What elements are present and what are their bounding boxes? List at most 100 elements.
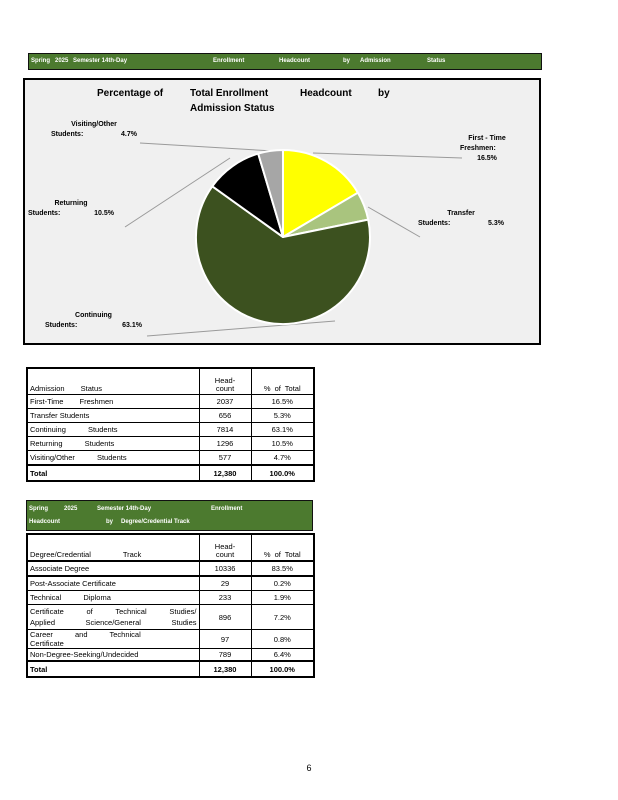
pie-label-value: 5.3% xyxy=(488,220,504,227)
degree-track-header-bar: Spring 2025 Semester 14th-Day Enrollment… xyxy=(26,500,313,531)
cell-label: Total xyxy=(26,464,200,482)
table-header-row: Admission Status Head-count % of Total xyxy=(26,367,315,395)
cell-label: Transfer Students xyxy=(26,408,200,423)
cell-pct: 10.5% xyxy=(250,436,315,451)
table-header-row: Degree/Credential Track Head-count % of … xyxy=(26,533,315,562)
cell-pct: 63.1% xyxy=(250,422,315,437)
cell-headcount: 7814 xyxy=(198,422,252,437)
cell-headcount: 10336 xyxy=(198,560,252,577)
cell-pct: 5.3% xyxy=(250,408,315,423)
header-word: Headcount xyxy=(279,58,311,64)
pie-label-value: 16.5% xyxy=(477,155,497,162)
pie-label-name: Students: xyxy=(28,210,61,217)
pie-label-name: Freshmen: xyxy=(460,145,496,152)
table-row: Transfer Students 656 5.3% xyxy=(26,408,315,423)
admission-status-table: Admission Status Head-count % of Total F… xyxy=(26,367,315,482)
header-word: Semester 14th-Day xyxy=(73,58,128,64)
pie-label-title: Visiting/Other xyxy=(71,121,117,128)
header-word: Spring xyxy=(29,506,48,512)
pie-label-returning: Returning Students: 10.5% xyxy=(28,199,114,219)
cell-headcount: 2037 xyxy=(198,394,252,409)
pie-label-title: Continuing xyxy=(75,312,112,319)
table-row: Technical Diploma 233 1.9% xyxy=(26,590,315,605)
cell-headcount: 577 xyxy=(198,450,252,466)
pie-label-title: First - Time xyxy=(468,135,506,142)
column-header-pct-of-total: % of Total xyxy=(250,533,315,562)
pie-label-value: 4.7% xyxy=(121,131,137,138)
header-word: Spring xyxy=(31,58,50,64)
cell-headcount: 896 xyxy=(198,604,252,630)
cell-headcount: 233 xyxy=(198,590,252,605)
cell-headcount: 1296 xyxy=(198,436,252,451)
page-number: 6 xyxy=(306,763,312,773)
cell-label: Technical Diploma xyxy=(26,590,200,605)
pie-label-transfer: Transfer Students: 5.3% xyxy=(418,209,504,229)
header-word: 2025 xyxy=(64,506,78,512)
header-word: Admission xyxy=(360,58,391,64)
column-header-degree-credential-track: Degree/Credential Track xyxy=(26,533,200,562)
pie-chart-panel: Percentage of Total Enrollment Headcount… xyxy=(23,78,541,345)
pie-slice-first-time-freshmen xyxy=(282,149,359,238)
table-row: First-Time Freshmen 2037 16.5% xyxy=(26,394,315,409)
pie-label-value: 63.1% xyxy=(122,322,142,329)
pie-label-title: Transfer xyxy=(447,210,475,217)
chart-title-word: by xyxy=(378,88,390,99)
cell-headcount: 29 xyxy=(198,575,252,591)
header-word: Semester 14th-Day xyxy=(97,506,152,512)
leader-line-continuing xyxy=(146,320,336,337)
leader-line-visiting xyxy=(139,142,274,152)
leader-line-first-time xyxy=(312,152,463,159)
pie-label-title: Returning xyxy=(54,200,88,207)
header-word: 2025 xyxy=(55,58,69,64)
column-header-admission-status: Admission Status xyxy=(26,367,200,395)
column-header-headcount: Head-count xyxy=(198,533,252,562)
header-word: Headcount xyxy=(29,519,61,525)
leader-line-returning xyxy=(124,157,231,228)
pie-label-value: 10.5% xyxy=(94,210,114,217)
cell-pct: 83.5% xyxy=(250,560,315,577)
column-header-headcount: Head-count xyxy=(198,367,252,395)
cell-pct: 7.2% xyxy=(250,604,315,630)
cell-pct: 0.8% xyxy=(250,629,315,649)
cell-label: Career and Technical Certificate xyxy=(26,629,200,649)
table-row: Post-Associate Certificate 29 0.2% xyxy=(26,575,315,591)
table-total-row: Total 12,380 100.0% xyxy=(26,464,315,482)
table-row: Certificate of Technical Studies/ Applie… xyxy=(26,604,315,630)
chart-title-word: Total Enrollment xyxy=(190,88,269,99)
cell-label: Continuing Students xyxy=(26,422,200,437)
header-word: Degree/Credential Track xyxy=(121,519,190,525)
cell-pct: 4.7% xyxy=(250,450,315,466)
table-row: Continuing Students 7814 63.1% xyxy=(26,422,315,437)
cell-label: Non-Degree-Seeking/Undecided xyxy=(26,648,200,662)
cell-pct: 6.4% xyxy=(250,648,315,662)
degree-credential-track-table: Degree/Credential Track Head-count % of … xyxy=(26,533,315,678)
cell-pct: 16.5% xyxy=(250,394,315,409)
cell-pct: 1.9% xyxy=(250,590,315,605)
pie-slice-continuing-students xyxy=(194,185,371,326)
pie-label-name: Students: xyxy=(51,131,84,138)
cell-pct: 100.0% xyxy=(250,660,315,678)
cell-headcount: 12,380 xyxy=(198,660,252,678)
cell-label: Total xyxy=(26,660,200,678)
chart-title-word: Headcount xyxy=(300,88,352,99)
header-word: by xyxy=(106,519,114,525)
cell-headcount: 789 xyxy=(198,648,252,662)
pie xyxy=(194,148,371,326)
cell-label: Visiting/Other Students xyxy=(26,450,200,466)
cell-headcount: 12,380 xyxy=(198,464,252,482)
table-total-row: Total 12,380 100.0% xyxy=(26,660,315,678)
cell-headcount: 656 xyxy=(198,408,252,423)
table-row: Career and Technical Certificate 97 0.8% xyxy=(26,629,315,649)
pie-chart xyxy=(124,142,463,337)
table-row: Associate Degree 10336 83.5% xyxy=(26,560,315,577)
table-row: Visiting/Other Students 577 4.7% xyxy=(26,450,315,466)
table-row: Returning Students 1296 10.5% xyxy=(26,436,315,451)
cell-pct: 0.2% xyxy=(250,575,315,591)
report-header-bar: Spring 2025 Semester 14th-Day Enrollment… xyxy=(28,53,542,70)
column-header-pct-of-total: % of Total xyxy=(250,367,315,395)
pie-label-visiting: Visiting/Other Students: 4.7% xyxy=(51,120,137,140)
pie-slice-visiting-other-students xyxy=(257,148,284,238)
cell-label: First-Time Freshmen xyxy=(26,394,200,409)
pie-label-continuing: Continuing Students: 63.1% xyxy=(45,311,142,331)
